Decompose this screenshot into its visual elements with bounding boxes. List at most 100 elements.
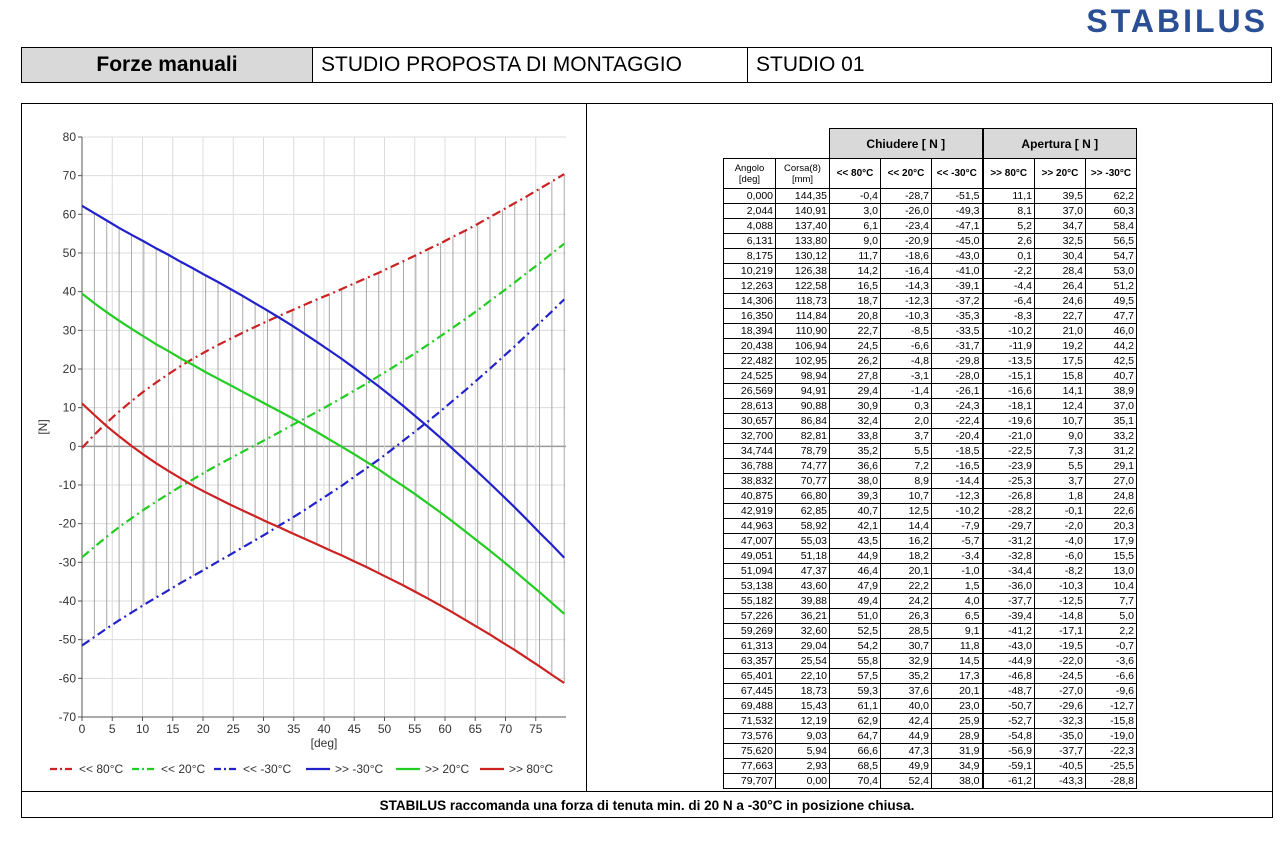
table-cell: 75,620 (723, 743, 776, 759)
legend-label: >> -30°C (335, 762, 383, 776)
table-cell: -0,7 (1085, 638, 1137, 654)
table-cell: 37,0 (1085, 398, 1137, 414)
table-cell: 3,7 (880, 428, 932, 444)
table-cell: 30,657 (723, 413, 776, 429)
table-cell: 15,43 (775, 698, 830, 714)
table-cell: 47,007 (723, 533, 776, 549)
table-cell: 36,21 (775, 608, 830, 624)
table-cell: 33,2 (1085, 428, 1137, 444)
table-cell: 42,919 (723, 503, 776, 519)
table-cell: -10,3 (1034, 578, 1086, 594)
table-cell: -19,0 (1085, 728, 1137, 744)
y-tick-label: 0 (69, 439, 76, 453)
table-cell: 10,219 (723, 263, 776, 279)
table-cell: -28,7 (880, 188, 932, 204)
y-tick-label: -50 (59, 633, 77, 647)
table-cell: 55,03 (775, 533, 830, 549)
table-cell: 42,4 (880, 713, 932, 729)
stabilus-logo: STABILUS (1086, 3, 1268, 39)
table-cell: -16,4 (880, 263, 932, 279)
table-cell: -0,1 (1034, 503, 1086, 519)
table-cell: 23,0 (931, 698, 984, 714)
table-row: 20,438 106,94 24,5 -6,6 -31,7 -11,9 19,2 44,2 (723, 338, 1137, 354)
table-row: 65,401 22,10 57,5 35,2 17,3 -46,8 -24,5 -6,6 (723, 668, 1137, 684)
table-cell: 62,2 (1085, 188, 1137, 204)
table-cell: 24,8 (1085, 488, 1137, 504)
table-cell: -14,4 (931, 473, 984, 489)
table-cell: 77,663 (723, 758, 776, 774)
table-cell: 5,2 (982, 218, 1035, 234)
table-cell: 54,2 (829, 638, 881, 654)
table-cell: -10,2 (931, 503, 984, 519)
table-cell: 25,9 (931, 713, 984, 729)
table-cell: -18,5 (931, 443, 984, 459)
table-row: 53,138 43,60 47,9 22,2 1,5 -36,0 -10,3 10,4 (723, 578, 1137, 594)
table-cell: 69,488 (723, 698, 776, 714)
table-cell: 0,00 (775, 773, 830, 789)
table-cell: 21,0 (1034, 323, 1086, 339)
table-cell: 28,4 (1034, 263, 1086, 279)
legend-label: << 80°C (79, 762, 123, 776)
table-cell: 32,60 (775, 623, 830, 639)
table-cell: 22,7 (1034, 308, 1086, 324)
table-cell: 78,79 (775, 443, 830, 459)
table-row: 6,131 133,80 9,0 -20,9 -45,0 2,6 32,5 56,5 (723, 233, 1137, 249)
y-tick-label: -40 (59, 594, 77, 608)
table-row: 30,657 86,84 32,4 2,0 -22,4 -19,6 10,7 35,1 (723, 413, 1137, 429)
table-cell: 19,2 (1034, 338, 1086, 354)
table-cell: 29,4 (829, 383, 881, 399)
table-cell: 133,80 (775, 233, 830, 249)
table-cell: -19,6 (982, 413, 1035, 429)
legend-label: << 20°C (161, 762, 205, 776)
table-cell: -1,4 (880, 383, 932, 399)
table-cell: 130,12 (775, 248, 830, 264)
table-cell: -2,2 (982, 263, 1035, 279)
table-cell: -50,7 (982, 698, 1035, 714)
table-cell: -56,9 (982, 743, 1035, 759)
table-cell: 55,8 (829, 653, 881, 669)
table-cell: 22,2 (880, 578, 932, 594)
table-row: 71,532 12,19 62,9 42,4 25,9 -52,7 -32,3 -15,8 (723, 713, 1137, 729)
y-axis-label: [N] (36, 419, 50, 434)
table-cell: 118,73 (775, 293, 830, 309)
table-cell: -52,7 (982, 713, 1035, 729)
table-cell: -28,8 (1085, 773, 1137, 789)
table-cell: 38,0 (931, 773, 984, 789)
table-cell: 4,0 (931, 593, 984, 609)
table-cell: 8,1 (982, 203, 1035, 219)
y-tick-label: 10 (63, 401, 77, 415)
table-row: 79,707 0,00 70,4 52,4 38,0 -61,2 -43,3 -28,8 (723, 773, 1137, 789)
x-tick-label: 5 (109, 722, 116, 736)
header-study-id: STUDIO 01 (756, 53, 865, 76)
table-cell: 82,81 (775, 428, 830, 444)
col-header-close-20: << 20°C (880, 158, 932, 189)
table-cell: 44,9 (880, 728, 932, 744)
table-cell: -43,0 (982, 638, 1035, 654)
table-cell: -39,4 (982, 608, 1035, 624)
table-cell: -28,2 (982, 503, 1035, 519)
table-cell: 10,7 (880, 488, 932, 504)
table-cell: -12,5 (1034, 593, 1086, 609)
table-cell: 2,6 (982, 233, 1035, 249)
table-cell: 36,6 (829, 458, 881, 474)
col-header-corsa: Corsa(8) [mm] (775, 158, 830, 189)
table-cell: -40,5 (1034, 758, 1086, 774)
x-tick-label: 25 (227, 722, 241, 736)
table-cell: 86,84 (775, 413, 830, 429)
table-cell: -4,4 (982, 278, 1035, 294)
table-cell: -6,0 (1034, 548, 1086, 564)
table-cell: 25,54 (775, 653, 830, 669)
table-cell: 46,4 (829, 563, 881, 579)
table-cell: 9,0 (829, 233, 881, 249)
table-cell: -1,0 (931, 563, 984, 579)
table-cell: 62,85 (775, 503, 830, 519)
table-cell: 7,3 (1034, 443, 1086, 459)
table-cell: 61,1 (829, 698, 881, 714)
table-cell: 26,4 (1034, 278, 1086, 294)
table-cell: 47,9 (829, 578, 881, 594)
table-cell: 106,94 (775, 338, 830, 354)
table-cell: -3,1 (880, 368, 932, 384)
y-tick-label: 50 (63, 246, 77, 260)
table-cell: -5,7 (931, 533, 984, 549)
table-cell: -16,5 (931, 458, 984, 474)
